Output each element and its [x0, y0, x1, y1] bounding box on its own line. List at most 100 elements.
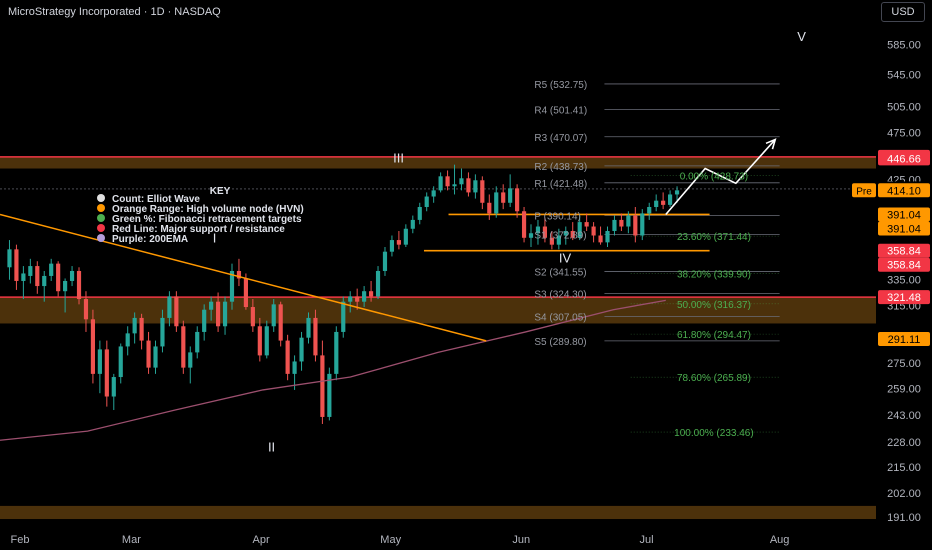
candle [424, 196, 429, 207]
legend-marker [97, 204, 105, 212]
price-tag [878, 257, 930, 272]
y-tick-label: 202.00 [887, 488, 921, 500]
y-tick-label: 585.00 [887, 39, 921, 51]
candle [598, 235, 603, 243]
candle [494, 192, 499, 214]
candle [334, 331, 339, 374]
candle [508, 188, 513, 203]
candle [355, 296, 360, 302]
pre-market-label: Pre [856, 186, 872, 197]
candle [459, 178, 464, 185]
y-tick-label: 475.00 [887, 127, 921, 139]
candle [515, 188, 520, 212]
x-tick-label: May [380, 534, 401, 546]
candle [49, 263, 54, 276]
price-tag-label: 391.04 [887, 223, 921, 235]
symbol-title[interactable]: MicroStrategy Incorporated · 1D · NASDAQ [8, 6, 221, 18]
candle [160, 317, 165, 347]
candle [209, 301, 214, 310]
candle [146, 340, 151, 368]
candle [368, 291, 374, 297]
candle [612, 219, 617, 231]
pivot-label: R5 (532.75) [534, 80, 587, 91]
hvn-zone-hvn-bottom [0, 505, 876, 520]
fib-label: 61.80% (294.47) [677, 330, 751, 341]
hvn-zones [0, 156, 876, 520]
legend-entry: Purple: 200EMA [112, 234, 188, 245]
x-tick-label: Jun [512, 534, 530, 546]
candle [535, 226, 541, 234]
candle [42, 275, 47, 287]
pre-market-badge [852, 183, 876, 198]
y-tick-label: 335.00 [887, 275, 921, 287]
candle [216, 301, 221, 327]
candle [271, 304, 276, 327]
pivot-label: S3 (324.30) [534, 289, 586, 300]
candle [104, 349, 109, 397]
candle [410, 219, 415, 229]
candle [278, 304, 283, 341]
fib-label: 23.60% (371.44) [677, 232, 751, 243]
candle [285, 340, 290, 374]
fib-label: 100.00% (233.46) [674, 428, 754, 439]
candle [396, 240, 401, 245]
x-tick-label: Apr [252, 534, 269, 546]
legend-entry: Green %: Fibonacci retracement targets [112, 214, 302, 225]
candle [28, 266, 33, 276]
y-tick-label: 259.00 [887, 383, 921, 395]
wave-label-II: II [268, 439, 275, 454]
y-tick-label: 215.00 [887, 462, 921, 474]
candle [528, 233, 534, 238]
price-tag [878, 221, 930, 236]
candle [236, 270, 242, 279]
legend-entry: Count: Elliot Wave [112, 194, 200, 205]
hvn-zone-hvn-mid [0, 297, 876, 324]
x-tick-label: Aug [770, 534, 790, 546]
currency-button[interactable]: USD [881, 2, 925, 22]
fib-label: 0.00% (428.73) [680, 172, 748, 183]
candle [299, 337, 304, 362]
price-tag [878, 290, 930, 305]
candle [438, 176, 443, 191]
candle [521, 211, 527, 238]
candle [674, 190, 680, 195]
candle [403, 228, 408, 245]
price-tag-label: 321.48 [887, 292, 921, 304]
candle [174, 296, 179, 327]
y-tick-label: 275.00 [887, 358, 921, 370]
candle [7, 249, 12, 268]
pivot-label: P (390.14) [534, 211, 581, 222]
candle [341, 301, 346, 332]
price-axis-bg [876, 0, 932, 550]
descending-trendline [0, 213, 487, 342]
price-tag-label: 358.84 [887, 260, 921, 272]
pivot-label: S5 (289.80) [534, 337, 586, 348]
candle [633, 215, 638, 236]
legend-title: KEY [210, 186, 231, 197]
candle [69, 270, 75, 281]
x-tick-label: Feb [11, 534, 30, 546]
candle [382, 251, 388, 271]
candle [584, 222, 589, 227]
x-tick-label: Jul [639, 534, 653, 546]
price-axis[interactable]: 625.00585.00545.00505.00475.00448.00425.… [852, 0, 932, 550]
candle [445, 176, 450, 187]
candle [125, 333, 130, 347]
candle [348, 296, 353, 302]
time-axis[interactable]: Feb Mar Apr May Jun Jul Aug [0, 528, 932, 550]
legend-entry: Orange Range: High volume node (HVN) [112, 204, 304, 215]
candle [167, 296, 172, 318]
legend-marker [97, 224, 105, 232]
y-tick-label: 505.00 [887, 102, 921, 114]
candle [327, 373, 332, 417]
candle [139, 317, 144, 341]
candle [320, 355, 325, 417]
time-axis-bg [0, 528, 932, 550]
candle [577, 222, 582, 238]
candle [668, 194, 673, 205]
hvn-zone-hvn-top [0, 156, 876, 169]
candle [90, 319, 96, 374]
candle [181, 326, 186, 368]
pivot-label: S2 (341.55) [534, 268, 586, 279]
